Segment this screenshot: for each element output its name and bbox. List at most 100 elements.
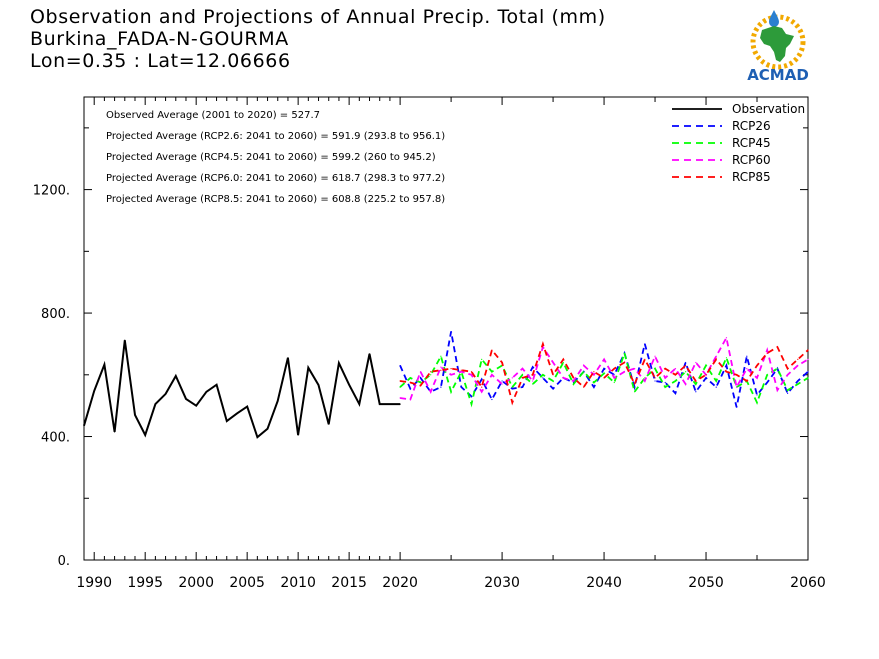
data-point-rcp60 xyxy=(440,366,442,368)
chart-title: Observation and Projections of Annual Pr… xyxy=(30,6,606,28)
data-point-rcp26 xyxy=(552,388,554,390)
data-point-observation xyxy=(389,403,391,405)
data-point-observation xyxy=(338,362,340,364)
series-layer xyxy=(83,330,809,439)
y-tick-label: 400. xyxy=(41,431,70,446)
data-point-rcp85 xyxy=(501,361,503,364)
data-point-rcp26 xyxy=(491,398,493,401)
data-point-rcp45 xyxy=(705,364,707,367)
data-point-observation xyxy=(93,390,95,392)
data-point-rcp45 xyxy=(766,374,768,376)
average-annotation: Projected Average (RCP6.0: 2041 to 2060)… xyxy=(106,173,445,184)
data-point-rcp60 xyxy=(725,337,728,339)
data-point-rcp60 xyxy=(736,386,738,388)
data-point-rcp45 xyxy=(430,374,432,376)
data-point-rcp45 xyxy=(797,383,799,385)
x-tick-label: 2010 xyxy=(280,575,316,591)
data-point-rcp26 xyxy=(644,343,646,345)
data-point-rcp60 xyxy=(481,391,483,393)
coordinates-label: Lon=0.35 : Lat=12.06666 xyxy=(30,50,291,72)
data-point-rcp26 xyxy=(542,377,544,379)
data-point-rcp60 xyxy=(715,355,717,357)
data-point-rcp85 xyxy=(450,368,452,370)
average-annotation: Projected Average (RCP2.6: 2041 to 2060)… xyxy=(106,131,445,142)
x-tick-label: 2030 xyxy=(484,575,520,591)
data-point-rcp45 xyxy=(654,368,656,370)
data-point-rcp85 xyxy=(419,385,422,387)
data-point-rcp26 xyxy=(470,395,473,398)
data-point-rcp85 xyxy=(583,386,585,388)
data-point-rcp85 xyxy=(409,381,411,384)
data-point-rcp85 xyxy=(654,377,656,379)
data-point-rcp26 xyxy=(511,388,513,390)
data-point-rcp45 xyxy=(419,381,422,384)
data-point-rcp60 xyxy=(470,374,473,376)
data-point-rcp85 xyxy=(623,361,626,364)
data-point-rcp26 xyxy=(409,388,411,390)
plot-frame xyxy=(83,96,809,561)
data-point-rcp85 xyxy=(797,358,799,360)
data-point-rcp26 xyxy=(736,406,738,408)
data-point-observation xyxy=(266,428,269,430)
data-point-rcp85 xyxy=(521,377,524,379)
data-point-rcp85 xyxy=(695,380,697,382)
data-point-rcp60 xyxy=(562,377,564,379)
data-point-rcp45 xyxy=(511,386,513,388)
data-point-rcp26 xyxy=(705,377,707,379)
data-point-rcp26 xyxy=(501,380,503,382)
data-point-rcp60 xyxy=(664,377,666,379)
data-point-rcp85 xyxy=(705,374,707,376)
data-point-rcp60 xyxy=(450,374,452,376)
data-point-rcp85 xyxy=(511,401,513,404)
data-point-rcp60 xyxy=(593,374,595,376)
data-point-rcp60 xyxy=(766,349,768,351)
data-point-rcp60 xyxy=(511,377,513,379)
location-label: Burkina_FADA-N-GOURMA xyxy=(30,28,289,50)
data-point-rcp85 xyxy=(634,383,636,385)
average-annotation: Projected Average (RCP4.5: 2041 to 2060)… xyxy=(106,152,436,163)
data-point-rcp85 xyxy=(572,377,575,379)
data-point-rcp85 xyxy=(736,374,738,376)
data-point-observation xyxy=(358,403,360,405)
chart-title-block: Observation and Projections of Annual Pr… xyxy=(30,6,606,72)
legend: Observation RCP26 RCP45 RCP60 RCP85 xyxy=(672,102,805,184)
data-point-rcp45 xyxy=(583,371,585,373)
data-point-observation xyxy=(379,403,381,405)
x-tick-label: 2050 xyxy=(688,575,724,591)
data-point-observation xyxy=(103,364,105,366)
data-point-rcp60 xyxy=(491,374,493,376)
data-point-rcp85 xyxy=(613,368,615,370)
y-axis-ticks: 0. 400. 800. 1200. xyxy=(33,127,808,569)
data-point-rcp60 xyxy=(674,368,677,370)
data-point-rcp60 xyxy=(399,397,401,399)
data-point-observation xyxy=(185,398,187,400)
data-point-rcp26 xyxy=(674,392,677,394)
data-point-rcp60 xyxy=(695,361,697,364)
data-point-observation xyxy=(328,423,330,425)
logo-text: ACMAD xyxy=(747,66,809,84)
data-point-observation xyxy=(134,414,136,416)
data-point-observation xyxy=(195,405,197,407)
data-point-observation xyxy=(236,412,238,414)
data-point-rcp26 xyxy=(450,330,452,333)
data-point-rcp45 xyxy=(532,383,534,385)
data-point-rcp26 xyxy=(481,378,483,381)
data-point-rcp45 xyxy=(725,357,728,359)
x-tick-label: 2015 xyxy=(331,575,367,591)
data-point-rcp85 xyxy=(532,374,534,376)
data-point-rcp60 xyxy=(776,389,779,391)
data-point-rcp26 xyxy=(746,355,748,357)
data-point-rcp45 xyxy=(552,380,554,382)
data-point-rcp85 xyxy=(552,374,554,376)
data-point-rcp45 xyxy=(450,391,452,393)
y-tick-label: 800. xyxy=(41,307,70,322)
data-point-rcp85 xyxy=(756,364,758,367)
data-point-rcp60 xyxy=(756,377,758,379)
data-point-rcp60 xyxy=(532,380,534,382)
data-point-rcp60 xyxy=(746,368,748,370)
data-point-rcp60 xyxy=(797,364,799,367)
data-point-rcp26 xyxy=(399,364,401,367)
data-point-rcp26 xyxy=(756,394,758,396)
data-point-rcp45 xyxy=(634,391,636,393)
data-point-rcp60 xyxy=(654,355,656,357)
